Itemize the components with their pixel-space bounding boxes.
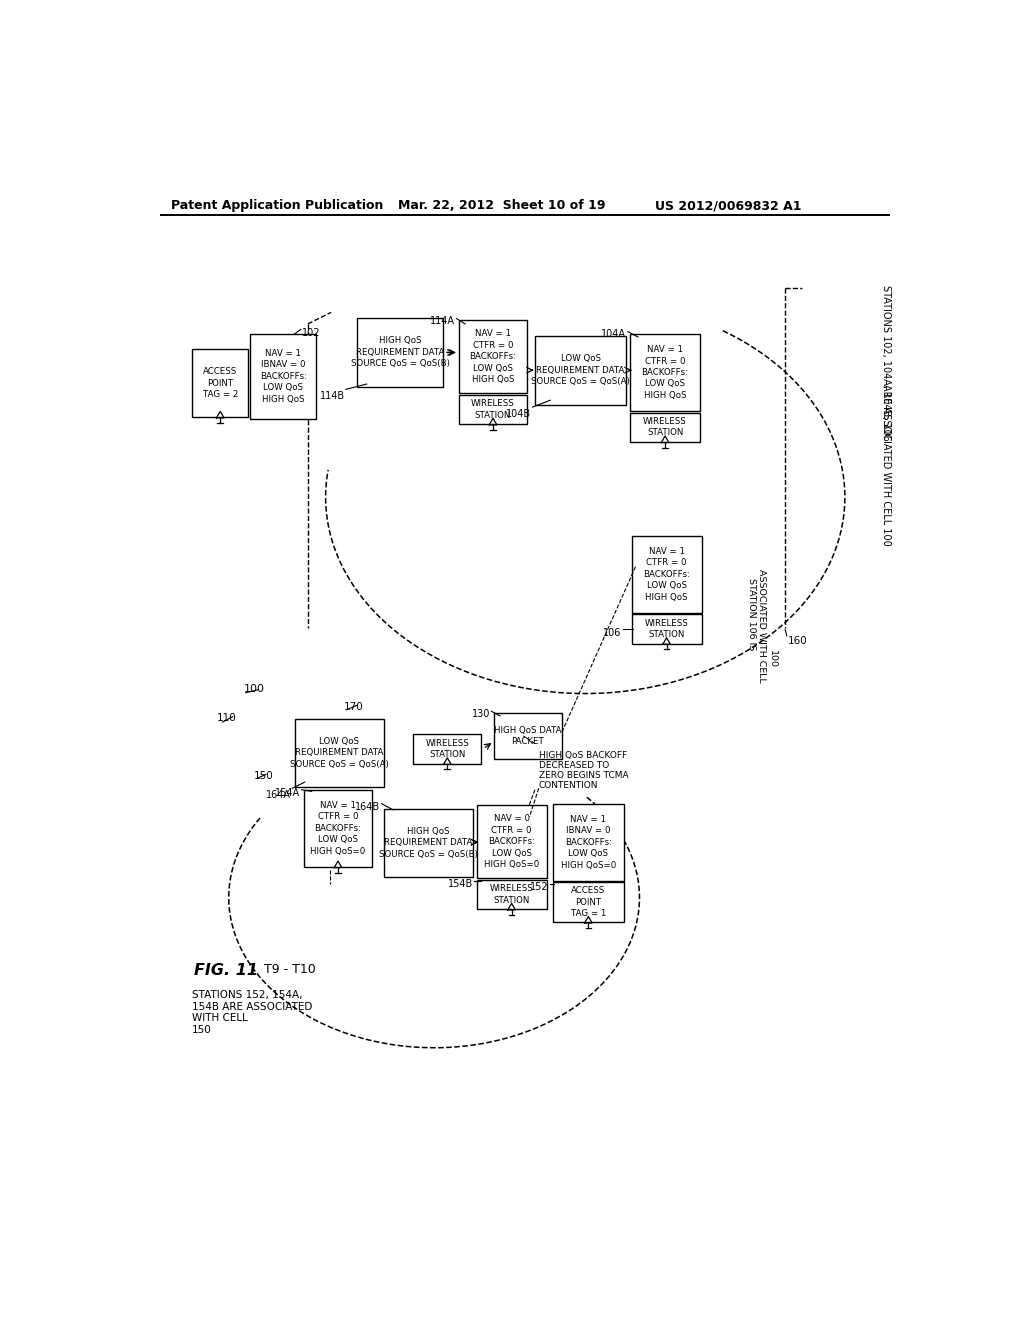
Text: DECREASED TO: DECREASED TO — [539, 762, 609, 771]
Text: ACCESS
POINT
TAG = 1: ACCESS POINT TAG = 1 — [570, 886, 606, 919]
Text: 104A: 104A — [601, 330, 627, 339]
Bar — [632, 614, 701, 644]
Bar — [193, 350, 248, 417]
Bar — [477, 805, 547, 878]
Bar — [477, 880, 547, 909]
Text: HIGH QoS DATA
PACKET: HIGH QoS DATA PACKET — [495, 726, 561, 746]
Text: 152: 152 — [530, 882, 549, 892]
Text: NAV = 1
IBNAV = 0
BACKOFFs:
LOW QoS
HIGH QoS=0: NAV = 1 IBNAV = 0 BACKOFFs: LOW QoS HIGH… — [561, 814, 616, 870]
Text: 154A: 154A — [274, 788, 300, 799]
Bar — [384, 809, 473, 876]
Text: WIRELESS
STATION: WIRELESS STATION — [425, 739, 469, 759]
Text: 154B: 154B — [447, 879, 473, 890]
Text: T9 - T10: T9 - T10 — [263, 964, 315, 975]
Text: 102: 102 — [302, 327, 321, 338]
Text: CONTENTION: CONTENTION — [539, 781, 598, 791]
Text: 150: 150 — [191, 1024, 211, 1035]
Bar — [535, 335, 627, 405]
Text: WIRELESS
STATION: WIRELESS STATION — [643, 417, 687, 437]
Text: FIG. 11: FIG. 11 — [194, 964, 258, 978]
Text: WIRELESS
STATION: WIRELESS STATION — [471, 399, 515, 420]
Text: HIGH QoS
REQUIREMENT DATA
SOURCE QoS = QoS(B): HIGH QoS REQUIREMENT DATA SOURCE QoS = Q… — [350, 337, 450, 368]
Bar — [459, 395, 527, 424]
Text: 170: 170 — [343, 702, 364, 711]
Text: 130: 130 — [471, 709, 489, 719]
Text: 106: 106 — [603, 628, 622, 638]
Bar — [304, 789, 372, 867]
Bar — [459, 321, 527, 393]
Text: 164A: 164A — [266, 789, 291, 800]
Text: 154B ARE ASSOCIATED: 154B ARE ASSOCIATED — [191, 1002, 312, 1011]
Bar — [356, 318, 443, 387]
Bar — [632, 536, 701, 612]
Bar — [295, 719, 384, 787]
Text: STATION 106 IS: STATION 106 IS — [748, 578, 757, 651]
Text: WITH CELL: WITH CELL — [191, 1014, 248, 1023]
Text: 114A: 114A — [430, 317, 455, 326]
Text: HIGH QoS
REQUIREMENT DATA
SOURCE QoS = QoS(B): HIGH QoS REQUIREMENT DATA SOURCE QoS = Q… — [379, 826, 478, 859]
Text: 160: 160 — [787, 636, 807, 645]
Bar — [553, 882, 624, 923]
Bar — [630, 334, 700, 411]
Text: NAV = 1
CTFR = 0
BACKOFFs:
LOW QoS
HIGH QoS: NAV = 1 CTFR = 0 BACKOFFs: LOW QoS HIGH … — [470, 329, 516, 384]
Text: 114B: 114B — [319, 391, 345, 401]
Text: 100: 100 — [768, 649, 776, 668]
Bar — [414, 734, 481, 763]
Bar — [251, 334, 316, 418]
Text: NAV = 0
CTFR = 0
BACKOFFs:
LOW QoS
HIGH QoS=0: NAV = 0 CTFR = 0 BACKOFFs: LOW QoS HIGH … — [484, 814, 540, 869]
Text: LOW QoS
REQUIREMENT DATA
SOURCE QoS = QoS(A): LOW QoS REQUIREMENT DATA SOURCE QoS = Qo… — [531, 354, 630, 387]
Bar — [630, 412, 700, 442]
Text: US 2012/0069832 A1: US 2012/0069832 A1 — [655, 199, 802, 213]
Text: 164B: 164B — [354, 803, 380, 812]
Text: 110: 110 — [217, 713, 237, 723]
Text: STATIONS 152, 154A,: STATIONS 152, 154A, — [191, 990, 302, 1001]
Text: NAV = 1
CTFR = 0
BACKOFFs:
LOW QoS
HIGH QoS: NAV = 1 CTFR = 0 BACKOFFs: LOW QoS HIGH … — [643, 546, 690, 602]
Text: Mar. 22, 2012  Sheet 10 of 19: Mar. 22, 2012 Sheet 10 of 19 — [397, 199, 605, 213]
Text: HIGH QoS BACKOFF: HIGH QoS BACKOFF — [539, 751, 627, 760]
Text: 104B: 104B — [506, 409, 531, 418]
Bar — [553, 804, 624, 880]
Text: WIRELESS
STATION: WIRELESS STATION — [489, 884, 534, 904]
Text: ASSOCIATED WITH CELL: ASSOCIATED WITH CELL — [758, 569, 766, 682]
Text: Patent Application Publication: Patent Application Publication — [171, 199, 383, 213]
Text: NAV = 1
IBNAV = 0
BACKOFFs:
LOW QoS
HIGH QoS: NAV = 1 IBNAV = 0 BACKOFFs: LOW QoS HIGH… — [260, 348, 307, 404]
Text: LOW QoS
REQUIREMENT DATA
SOURCE QoS = QoS(A): LOW QoS REQUIREMENT DATA SOURCE QoS = Qo… — [290, 737, 388, 768]
Text: WIRELESS
STATION: WIRELESS STATION — [645, 619, 688, 639]
Text: ARE ASSOCIATED WITH CELL 100: ARE ASSOCIATED WITH CELL 100 — [881, 384, 891, 545]
Text: 150: 150 — [254, 771, 273, 780]
Bar — [494, 713, 562, 759]
Text: STATIONS 102, 104A, 104B, 106: STATIONS 102, 104A, 104B, 106 — [881, 285, 891, 441]
Text: 100: 100 — [245, 684, 265, 694]
Text: ACCESS
POINT
TAG = 2: ACCESS POINT TAG = 2 — [203, 367, 238, 399]
Text: ZERO BEGINS TCMA: ZERO BEGINS TCMA — [539, 771, 629, 780]
Text: NAV = 1
CTFR = 0
BACKOFFs:
LOW QoS
HIGH QoS=0: NAV = 1 CTFR = 0 BACKOFFs: LOW QoS HIGH … — [310, 801, 366, 855]
Text: NAV = 1
CTFR = 0
BACKOFFs:
LOW QoS
HIGH QoS: NAV = 1 CTFR = 0 BACKOFFs: LOW QoS HIGH … — [642, 345, 688, 400]
